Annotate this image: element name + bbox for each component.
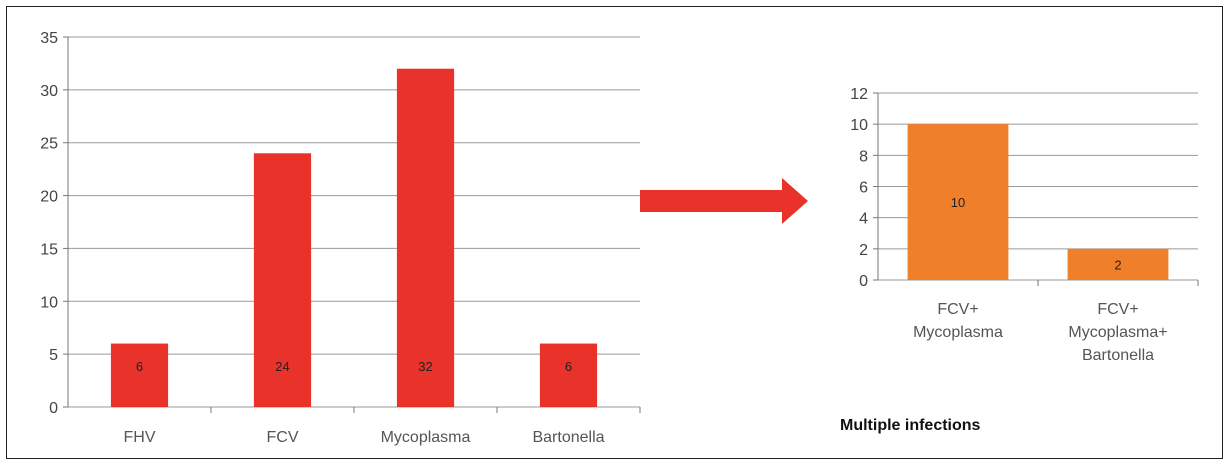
right-chart-bar xyxy=(1067,248,1169,280)
right-chart-category-label: FCV+ xyxy=(937,301,978,318)
left-chart-data-label: 6 xyxy=(136,359,143,374)
arrow-shape xyxy=(640,178,808,224)
right-chart-category-label: Bartonella xyxy=(1082,347,1154,364)
left-chart-category-label: FHV xyxy=(124,429,156,446)
figure-frame xyxy=(6,6,1223,459)
right-chart-ytick-label: 12 xyxy=(850,86,868,103)
left-chart-category-label: Mycoplasma xyxy=(381,429,471,446)
right-chart-data-label: 2 xyxy=(1114,257,1121,272)
chart-caption: Multiple infections xyxy=(840,417,981,434)
right-chart-ytick-label: 6 xyxy=(859,180,868,197)
right-chart-ytick-label: 4 xyxy=(859,211,868,228)
left-chart-ytick-label: 15 xyxy=(40,241,58,258)
right-chart-category-label: Mycoplasma xyxy=(913,324,1003,341)
right-bar-chart: 0 2 4 6 8 10 12 10 FCV+ Mycoplasma 2 FCV+ Mycoplasma… xyxy=(850,86,1199,364)
right-chart-ytick-label: 10 xyxy=(850,117,868,134)
left-chart-ytick-label: 0 xyxy=(49,400,58,417)
left-chart-bar xyxy=(253,153,312,407)
left-bar-chart: 0 5 10 15 20 25 30 35 6 FHV 24 FCV 32 Mycoplasma 6 Bart… xyxy=(40,30,641,446)
right-arrow-icon xyxy=(640,178,808,224)
left-chart-data-label: 24 xyxy=(275,359,289,374)
right-chart-data-label: 10 xyxy=(951,195,965,210)
left-chart-ytick-label: 30 xyxy=(40,83,58,100)
left-chart-ytick-label: 20 xyxy=(40,189,58,206)
right-chart-bar xyxy=(907,124,1009,281)
left-chart-bar xyxy=(396,68,455,407)
left-chart-data-label: 32 xyxy=(418,359,432,374)
left-chart-data-label: 6 xyxy=(565,359,572,374)
left-chart-bar xyxy=(110,343,169,407)
right-chart-category-label: FCV+ xyxy=(1097,301,1138,318)
right-chart-category-label: Mycoplasma+ xyxy=(1068,324,1167,341)
left-chart-ytick-label: 10 xyxy=(40,294,58,311)
right-chart-ytick-label: 2 xyxy=(859,242,868,259)
left-chart-ytick-label: 25 xyxy=(40,136,58,153)
right-chart-ytick-label: 0 xyxy=(859,273,868,290)
left-chart-ytick-label: 5 xyxy=(49,347,58,364)
left-chart-ytick-label: 35 xyxy=(40,30,58,47)
left-chart-category-label: FCV xyxy=(267,429,299,446)
left-chart-category-label: Bartonella xyxy=(532,429,604,446)
right-chart-ytick-label: 8 xyxy=(859,148,868,165)
left-chart-bar xyxy=(539,343,598,407)
